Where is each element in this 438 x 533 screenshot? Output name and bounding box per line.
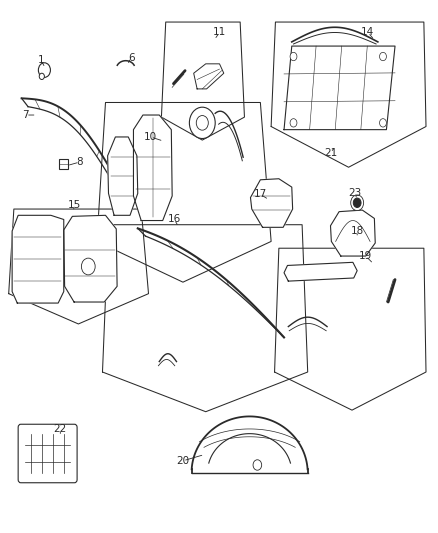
Polygon shape xyxy=(250,179,292,228)
Polygon shape xyxy=(193,64,223,89)
Text: 15: 15 xyxy=(68,200,81,210)
Polygon shape xyxy=(283,46,394,130)
Circle shape xyxy=(353,198,360,207)
FancyBboxPatch shape xyxy=(59,159,68,169)
Circle shape xyxy=(196,116,208,130)
Circle shape xyxy=(290,52,296,61)
Text: 17: 17 xyxy=(253,189,266,199)
Text: 18: 18 xyxy=(350,226,363,236)
Circle shape xyxy=(290,119,296,127)
Circle shape xyxy=(379,119,385,127)
Circle shape xyxy=(252,460,261,470)
Text: 1: 1 xyxy=(38,55,44,65)
Circle shape xyxy=(350,195,363,211)
Text: 11: 11 xyxy=(212,28,226,37)
Text: 22: 22 xyxy=(53,424,67,434)
Text: 6: 6 xyxy=(128,53,134,62)
FancyBboxPatch shape xyxy=(18,424,77,483)
Circle shape xyxy=(39,73,44,79)
Text: 19: 19 xyxy=(358,251,371,261)
Polygon shape xyxy=(12,215,64,303)
Text: 16: 16 xyxy=(167,214,180,224)
Circle shape xyxy=(81,258,95,275)
Circle shape xyxy=(189,107,215,139)
Polygon shape xyxy=(64,215,117,302)
Text: 21: 21 xyxy=(323,148,336,158)
Polygon shape xyxy=(283,262,357,281)
Polygon shape xyxy=(330,210,374,256)
Text: 20: 20 xyxy=(176,456,189,466)
Circle shape xyxy=(38,63,50,77)
Text: 10: 10 xyxy=(144,132,157,142)
Polygon shape xyxy=(133,115,172,221)
Text: 7: 7 xyxy=(22,110,29,120)
Circle shape xyxy=(379,52,385,61)
Text: 14: 14 xyxy=(360,28,374,37)
Polygon shape xyxy=(191,416,307,473)
Polygon shape xyxy=(107,137,138,215)
Text: 23: 23 xyxy=(348,188,361,198)
Text: 8: 8 xyxy=(76,157,83,167)
